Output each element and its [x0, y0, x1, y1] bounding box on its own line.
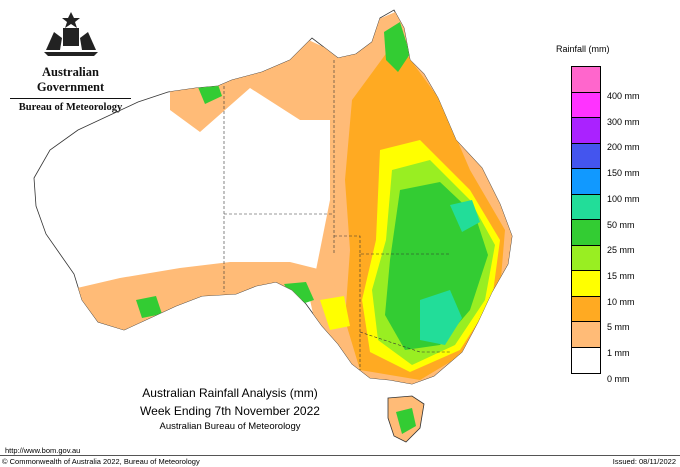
legend-label: 0 mm [607, 373, 630, 384]
government-title: Australian Government [36, 65, 105, 94]
legend-label: 15 mm [607, 270, 635, 281]
rainfall-region-cape-york [384, 22, 410, 72]
legend-swatch [572, 143, 600, 169]
rainfall-region-sa-yellow [320, 296, 350, 330]
logo-divider [10, 98, 131, 99]
legend-swatch [572, 92, 600, 118]
state-borders [223, 60, 450, 370]
issued-date: Issued: 08/11/2022 [612, 457, 676, 466]
legend-label: 400 mm [607, 91, 640, 101]
border-nsw-vic [359, 331, 450, 353]
coat-of-arms-icon [43, 12, 98, 56]
legend-swatch [572, 67, 600, 93]
map-period: Week Ending 7th November 2022 [140, 404, 320, 418]
map-title: Australian Rainfall Analysis (mm) [142, 386, 318, 400]
legend-label: 1 mm [607, 348, 630, 358]
legend-swatch [572, 296, 600, 322]
legend-colorbar [571, 66, 601, 374]
legend-title: Rainfall (mm) [556, 44, 610, 54]
legend-swatch [572, 118, 600, 144]
legend-swatch [572, 347, 600, 373]
legend-swatch [572, 169, 600, 195]
legend-label: 100 mm [607, 193, 640, 204]
legend-label: 10 mm [607, 296, 635, 307]
website-link[interactable]: http://www.bom.gov.au [5, 446, 81, 455]
legend-swatch [572, 322, 600, 348]
legend-label: 200 mm [607, 142, 640, 153]
footer-divider [0, 455, 680, 456]
rainfall-fill [60, 10, 512, 384]
map-source: Australian Bureau of Meteorology [159, 421, 301, 432]
legend-swatch [572, 194, 600, 220]
rainfall-region-50mm-qld [450, 200, 480, 232]
tasmania-green [396, 408, 416, 434]
rainfall-region-arnhem [232, 44, 276, 70]
legend-label: 5 mm [607, 322, 630, 333]
legend-label: 300 mm [607, 116, 640, 127]
legend-label: 150 mm [607, 168, 640, 179]
rainfall-region-sa [284, 282, 314, 306]
agency-name: Bureau of Meteorology [18, 102, 123, 113]
copyright-text: © Commonwealth of Australia 2022, Bureau… [2, 457, 200, 466]
rainfall-region-southwest [136, 296, 162, 318]
government-logo: Australian Government Bureau of Meteorol… [8, 10, 133, 113]
border-sa-qld-nsw [334, 235, 450, 255]
legend-label: 25 mm [607, 245, 635, 256]
legend-swatch [572, 245, 600, 271]
legend-swatch [572, 271, 600, 297]
legend-label: 50 mm [607, 219, 635, 230]
legend-swatch [572, 220, 600, 246]
rainfall-region-50mm [420, 290, 462, 345]
